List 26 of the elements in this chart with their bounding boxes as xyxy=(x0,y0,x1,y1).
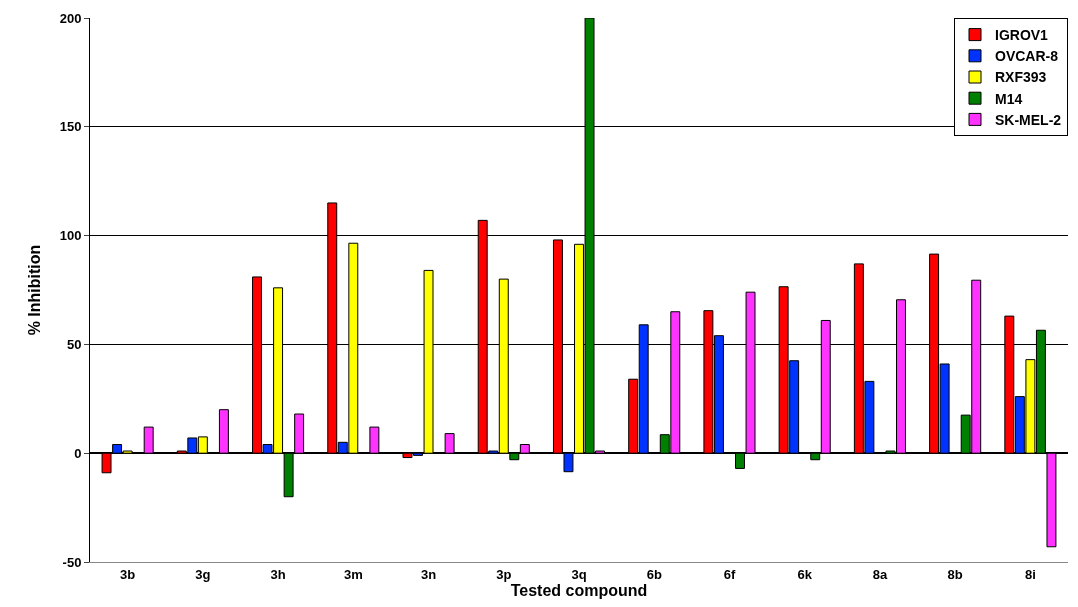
legend-label: RXF393 xyxy=(995,69,1047,86)
legend-label: SK-MEL-2 xyxy=(995,111,1062,128)
x-tick-label: 8a xyxy=(872,566,888,582)
x-tick-label: 6k xyxy=(797,566,813,582)
y-tick-label: 200 xyxy=(59,10,82,26)
x-tick-label: 3b xyxy=(120,566,136,582)
x-tick-label: 3h xyxy=(270,566,286,582)
y-tick-label: -50 xyxy=(62,554,82,570)
y-tick-label: 150 xyxy=(59,119,82,135)
x-tick-label: 6f xyxy=(723,566,736,582)
x-tick-label: 3m xyxy=(343,566,363,582)
x-tick-label: 3p xyxy=(496,566,512,582)
legend-label: OVCAR-8 xyxy=(995,48,1059,65)
x-tick-label: 3q xyxy=(571,566,587,582)
x-tick-label: 8b xyxy=(947,566,963,582)
y-axis-title: % Inhibition xyxy=(25,244,43,336)
legend-label: M14 xyxy=(995,90,1023,107)
y-tick-label: 50 xyxy=(66,336,82,352)
x-tick-label: 8i xyxy=(1024,566,1036,582)
x-axis-title: Tested compound xyxy=(510,582,648,600)
y-tick-label: 0 xyxy=(74,445,82,461)
x-tick-label: 3n xyxy=(420,566,437,582)
x-tick-label: 6b xyxy=(646,566,662,582)
x-tick-label: 3g xyxy=(195,566,211,582)
legend-label: IGROV1 xyxy=(995,27,1049,44)
y-tick-label: 100 xyxy=(59,228,82,244)
